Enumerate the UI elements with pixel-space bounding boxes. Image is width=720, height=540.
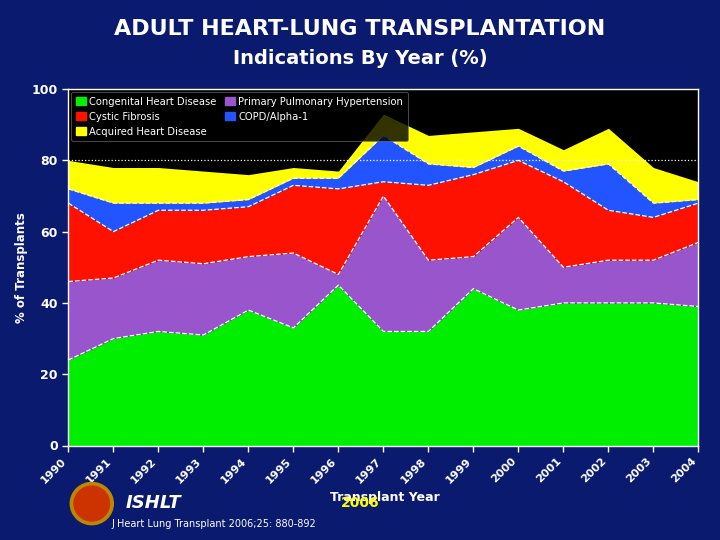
Text: ISHLT: ISHLT: [126, 494, 181, 512]
Text: 2006: 2006: [341, 496, 379, 510]
Text: Indications By Year (%): Indications By Year (%): [233, 49, 487, 68]
Text: ♥: ♥: [86, 499, 98, 513]
Text: ADULT HEART-LUNG TRANSPLANTATION: ADULT HEART-LUNG TRANSPLANTATION: [114, 19, 606, 39]
Circle shape: [74, 486, 109, 521]
Text: Transplant Year: Transplant Year: [330, 491, 440, 504]
Circle shape: [71, 482, 113, 525]
Text: J Heart Lung Transplant 2006;25: 880-892: J Heart Lung Transplant 2006;25: 880-892: [112, 519, 316, 529]
Legend: Congenital Heart Disease, Cystic Fibrosis, Acquired Heart Disease, Primary Pulmo: Congenital Heart Disease, Cystic Fibrosi…: [71, 92, 408, 141]
Y-axis label: % of Transplants: % of Transplants: [14, 212, 27, 323]
